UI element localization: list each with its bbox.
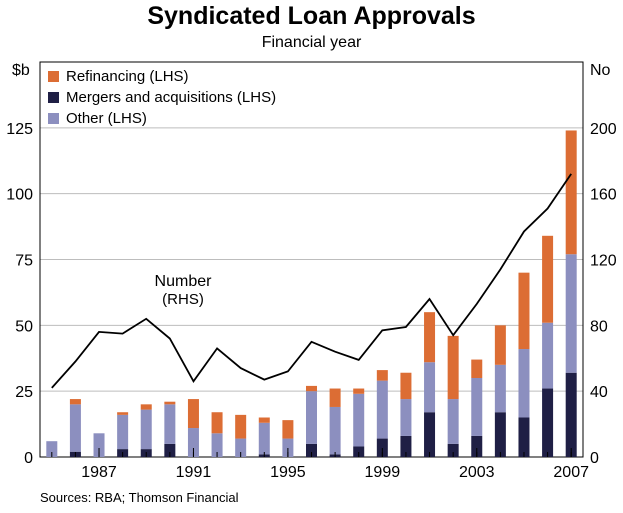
bar-refinancing	[235, 414, 247, 439]
bar-other	[211, 433, 223, 457]
bar-other	[565, 254, 577, 373]
bar-mergers	[542, 388, 554, 457]
legend-swatch-other	[48, 113, 59, 124]
number-annotation: Number (RHS)	[128, 273, 238, 308]
bar-other	[235, 438, 247, 457]
bar-other	[424, 362, 436, 413]
bar-refinancing	[282, 420, 294, 439]
x-tick-label: 1999	[365, 464, 401, 481]
bar-refinancing	[494, 325, 506, 365]
chart-title: Syndicated Loan Approvals	[147, 2, 476, 30]
bar-other	[282, 438, 294, 457]
bar-refinancing	[329, 388, 341, 407]
bar-other	[447, 399, 459, 444]
bar-other	[258, 422, 270, 455]
bar-mergers	[565, 372, 577, 457]
bar-other	[46, 441, 58, 457]
bar-mergers	[424, 412, 436, 457]
bar-mergers	[164, 443, 176, 457]
bar-other	[329, 406, 341, 455]
line-number	[51, 173, 572, 389]
bar-mergers	[447, 443, 459, 457]
bar-mergers	[518, 417, 530, 457]
y-tick-label-right: 40	[590, 384, 608, 401]
bar-mergers	[471, 435, 483, 457]
bar-other	[518, 349, 530, 418]
bar-refinancing	[306, 385, 317, 392]
y-tick-label-right: 80	[590, 318, 608, 335]
y-tick-label-right: 120	[590, 253, 617, 270]
bar-refinancing	[518, 272, 530, 350]
y-tick-label-left: 0	[24, 450, 33, 467]
x-tick-label: 2007	[553, 464, 589, 481]
legend-label-refinancing: Refinancing (LHS)	[66, 68, 189, 85]
legend-label-other: Other (LHS)	[66, 110, 147, 127]
bar-refinancing	[542, 235, 554, 323]
bar-refinancing	[211, 412, 223, 434]
legend-item-mergers: Mergers and acquisitions (LHS)	[48, 87, 276, 108]
source-note: Sources: RBA; Thomson Financial	[40, 490, 239, 505]
x-tick-label: 1995	[270, 464, 306, 481]
bar-refinancing	[117, 412, 129, 415]
x-tick-label: 1987	[81, 464, 117, 481]
number-annotation-line1: Number	[154, 273, 212, 290]
bar-refinancing	[69, 399, 81, 405]
legend: Refinancing (LHS) Mergers and acquisitio…	[48, 66, 276, 129]
bar-other	[69, 404, 81, 452]
bar-other	[494, 364, 506, 413]
bar-other	[376, 380, 388, 439]
bar-other	[353, 393, 365, 447]
bar-refinancing	[424, 312, 436, 363]
bar-refinancing	[471, 359, 483, 378]
number-annotation-line2: (RHS)	[162, 291, 204, 308]
bar-other	[140, 409, 152, 450]
bar-mergers	[353, 446, 365, 457]
bar-other	[187, 428, 199, 457]
y-tick-label-right: 200	[590, 121, 617, 138]
y-tick-label-left: 75	[15, 253, 33, 270]
x-tick-label: 1991	[176, 464, 212, 481]
left-axis-unit: $b	[12, 62, 30, 79]
y-tick-label-left: 50	[15, 318, 33, 335]
y-tick-label-left: 25	[15, 384, 33, 401]
bar-other	[542, 322, 554, 389]
right-axis-unit: No	[590, 62, 611, 79]
bar-other	[400, 399, 412, 436]
y-tick-label-left: 100	[6, 187, 33, 204]
legend-swatch-refinancing	[48, 71, 59, 82]
bar-mergers	[306, 443, 317, 457]
bar-refinancing	[187, 399, 199, 429]
bar-other	[471, 378, 483, 436]
bar-other	[117, 414, 129, 450]
bar-mergers	[376, 438, 388, 457]
bar-refinancing	[140, 404, 152, 410]
legend-label-mergers: Mergers and acquisitions (LHS)	[66, 89, 277, 106]
chart-subtitle: Financial year	[261, 34, 362, 51]
legend-swatch-mergers	[48, 92, 59, 103]
bar-refinancing	[376, 370, 388, 381]
bar-refinancing	[447, 335, 459, 400]
y-tick-label-right: 0	[590, 450, 599, 467]
bar-other	[164, 404, 176, 444]
y-tick-label-right: 160	[590, 187, 617, 204]
bar-other	[306, 391, 317, 444]
bar-mergers	[400, 435, 412, 457]
x-tick-label: 2003	[459, 464, 495, 481]
y-tick-label-left: 125	[6, 121, 33, 138]
bar-other	[93, 433, 105, 457]
legend-item-other: Other (LHS)	[48, 108, 276, 129]
bar-mergers	[494, 412, 506, 457]
bar-refinancing	[400, 372, 412, 400]
bar-refinancing	[353, 388, 365, 394]
bar-refinancing	[164, 401, 176, 405]
bar-refinancing	[565, 130, 577, 255]
legend-item-refinancing: Refinancing (LHS)	[48, 66, 276, 87]
bar-refinancing	[258, 417, 270, 423]
